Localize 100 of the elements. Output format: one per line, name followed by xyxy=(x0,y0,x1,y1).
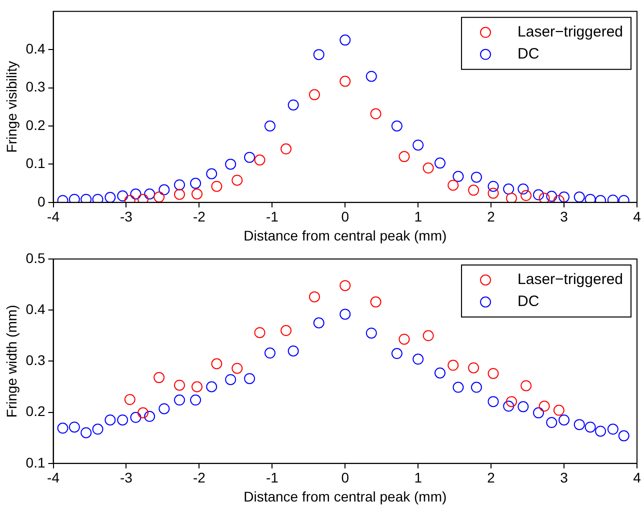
point xyxy=(244,373,256,384)
point xyxy=(190,394,202,406)
point xyxy=(158,184,170,196)
point xyxy=(518,184,529,195)
x-tick-label: -4 xyxy=(47,470,60,486)
point xyxy=(546,417,558,428)
point xyxy=(412,140,424,151)
point xyxy=(264,348,276,359)
point xyxy=(366,70,377,82)
point xyxy=(158,403,170,414)
point xyxy=(391,120,402,132)
y-tick-label: 0.4 xyxy=(26,40,46,56)
x-tick-label: -2 xyxy=(192,470,206,486)
x-tick-label: 2 xyxy=(487,208,496,225)
point xyxy=(607,424,618,435)
x-tick-label: -1 xyxy=(266,470,279,486)
point xyxy=(506,396,517,408)
y-tick-label: 0.2 xyxy=(26,116,46,133)
point xyxy=(391,348,402,360)
point xyxy=(130,188,142,200)
point xyxy=(448,360,459,371)
point xyxy=(553,404,564,416)
point xyxy=(558,414,570,426)
point xyxy=(80,194,92,202)
point xyxy=(211,180,222,192)
point xyxy=(398,334,410,345)
point xyxy=(574,419,585,430)
point xyxy=(190,178,202,189)
point xyxy=(192,381,203,392)
legend-label: DC xyxy=(518,293,540,310)
point xyxy=(313,49,324,60)
legend-label: DC xyxy=(518,46,540,63)
point xyxy=(174,380,185,391)
point xyxy=(370,108,382,120)
y-tick-label: 0.1 xyxy=(26,454,46,470)
x-tick-label: 3 xyxy=(560,470,568,486)
point xyxy=(130,412,142,423)
point xyxy=(254,327,266,338)
point xyxy=(211,358,222,370)
point xyxy=(434,158,446,169)
point xyxy=(92,194,104,202)
y-tick-label: 0.4 xyxy=(26,300,46,317)
y-axis-title: Fringe visibility xyxy=(3,60,20,153)
point xyxy=(618,430,630,442)
point xyxy=(538,400,550,412)
x-tick-label: 4 xyxy=(633,208,642,225)
point xyxy=(470,172,482,183)
point xyxy=(144,188,156,200)
point xyxy=(138,194,149,202)
point xyxy=(422,330,434,342)
legend-label: Laser−triggered xyxy=(518,24,623,41)
point xyxy=(546,190,558,202)
x-tick-label: 0 xyxy=(341,470,350,486)
point xyxy=(452,170,464,182)
point xyxy=(452,382,464,393)
point xyxy=(138,407,149,418)
point xyxy=(518,401,529,412)
point xyxy=(174,179,185,190)
point xyxy=(288,99,299,110)
x-tick-label: 4 xyxy=(633,470,642,486)
point xyxy=(340,308,351,320)
point xyxy=(503,184,514,195)
point xyxy=(264,120,276,132)
point xyxy=(232,362,243,374)
point xyxy=(104,414,116,426)
point xyxy=(488,396,499,408)
point xyxy=(532,407,544,418)
point xyxy=(488,180,499,192)
x-tick-label: -1 xyxy=(266,208,279,225)
point xyxy=(80,427,92,438)
point xyxy=(206,381,218,392)
point xyxy=(68,422,80,433)
x-tick-label: 1 xyxy=(414,470,422,486)
point xyxy=(398,151,410,162)
point xyxy=(574,192,585,202)
point xyxy=(117,414,128,426)
point xyxy=(422,162,434,174)
x-tick-label: 2 xyxy=(487,470,496,486)
point xyxy=(308,89,320,100)
x-tick-label: 0 xyxy=(341,208,350,225)
point xyxy=(488,188,499,199)
point xyxy=(488,368,499,379)
point xyxy=(57,422,68,434)
y-tick-label: 0.2 xyxy=(26,403,46,420)
point xyxy=(174,394,185,406)
point xyxy=(520,380,532,392)
x-tick-label: 1 xyxy=(414,208,422,225)
y-tick-label: 0.1 xyxy=(26,155,46,172)
x-tick-label: -4 xyxy=(47,208,60,225)
point xyxy=(595,426,606,437)
point xyxy=(470,382,482,393)
point xyxy=(434,367,446,378)
x-tick-label: -3 xyxy=(120,208,133,225)
point xyxy=(448,180,459,191)
point xyxy=(154,372,165,384)
point xyxy=(206,168,218,180)
point xyxy=(412,354,424,365)
point xyxy=(340,34,351,46)
legend-label: Laser−triggered xyxy=(518,271,623,288)
x-tick-label: 3 xyxy=(560,208,568,225)
